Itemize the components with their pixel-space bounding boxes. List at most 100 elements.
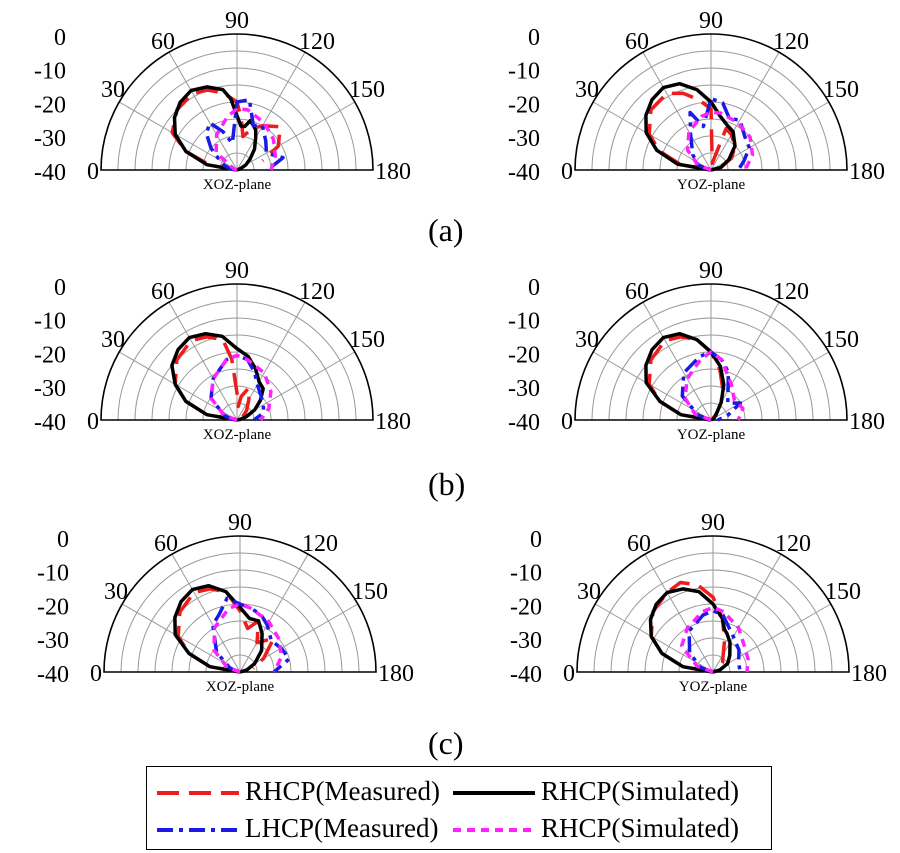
grid-spoke xyxy=(171,553,241,673)
plot-frame xyxy=(576,535,850,673)
angle-tick-label: 30 xyxy=(575,327,599,353)
polar-plot-1: 0 -10 -20 -30 -40 0 30 60 90 120 150 180 XOZ-plane xyxy=(34,8,411,193)
grid-spoke xyxy=(642,301,712,421)
plane-label: YOZ-plane xyxy=(679,679,748,695)
angle-tick-label: 150 xyxy=(349,327,385,353)
grid-spoke xyxy=(239,553,309,673)
series-rhcp-simulated-line xyxy=(173,583,264,674)
radial-tick-label: -20 xyxy=(510,594,542,620)
legend-label-lhcp-measured: LHCP(Measured) xyxy=(245,813,439,843)
radial-tick-label: -10 xyxy=(34,309,66,335)
series-rhcp-simulated-line xyxy=(644,331,726,422)
angle-tick-label: 90 xyxy=(699,8,723,34)
angle-tick-label: 60 xyxy=(154,531,178,557)
radial-tick-label: -20 xyxy=(37,594,69,620)
series-rhcp-simulated-line xyxy=(683,350,745,422)
angle-tick-label: 0 xyxy=(90,661,102,687)
polar-plot-6: 0 -10 -20 -30 -40 0 30 60 90 120 150 180 YOZ-plane xyxy=(510,510,887,695)
radial-tick-label: -40 xyxy=(508,160,540,186)
radial-tick-label: 0 xyxy=(54,25,66,51)
legend-swatch-rhcp-simulated xyxy=(453,791,535,795)
series-lhcp-measured-line xyxy=(687,609,742,674)
angle-tick-label: 150 xyxy=(823,327,859,353)
angle-tick-label: 120 xyxy=(302,531,338,557)
polar-plot-3: 0 -10 -20 -30 -40 0 30 60 90 120 150 180 XOZ-plane xyxy=(34,258,411,443)
grid-spoke xyxy=(236,101,356,171)
series-lhcp-measured-line xyxy=(204,97,285,172)
radial-tick-label: 0 xyxy=(54,275,66,301)
angle-tick-label: 150 xyxy=(823,77,859,103)
polar-plot-5: 0 -10 -20 -30 -40 0 30 60 90 120 150 180 XOZ-plane xyxy=(37,510,414,695)
angle-tick-label: 90 xyxy=(225,8,249,34)
grid-spoke xyxy=(710,351,830,421)
series-rhcp-simulated-line xyxy=(172,85,258,172)
grid-spoke xyxy=(712,603,832,673)
angle-tick-label: 120 xyxy=(299,29,335,55)
angle-tick-label: 30 xyxy=(101,77,125,103)
series-rhcp-measured-line xyxy=(170,88,283,172)
angle-tick-label: 180 xyxy=(849,409,885,435)
radial-tick-label: -40 xyxy=(508,410,540,436)
angle-tick-label: 180 xyxy=(375,159,411,185)
angle-tick-label: 150 xyxy=(825,579,861,605)
angle-tick-label: 180 xyxy=(378,661,414,687)
angle-tick-label: 120 xyxy=(773,279,809,305)
panel-label-c: (c) xyxy=(428,725,464,761)
angle-tick-label: 60 xyxy=(151,279,175,305)
plane-label: XOZ-plane xyxy=(203,177,272,193)
grid-spoke xyxy=(168,51,238,171)
legend-swatch-rhcp-measured xyxy=(157,791,239,795)
angle-tick-label: 60 xyxy=(627,531,651,557)
radial-tick-label: 0 xyxy=(530,527,542,553)
series-rhcp-simulated-line xyxy=(679,605,750,674)
grid-spoke xyxy=(168,301,238,421)
polar-plot-2: 0 -10 -20 -30 -40 0 30 60 90 120 150 180 YOZ-plane xyxy=(508,8,885,193)
radial-tick-label: -20 xyxy=(508,342,540,368)
radial-tick-label: -30 xyxy=(34,376,66,402)
radial-tick-label: -40 xyxy=(34,160,66,186)
plane-label: YOZ-plane xyxy=(677,427,746,443)
radial-tick-label: -20 xyxy=(34,92,66,118)
plane-label: XOZ-plane xyxy=(203,427,272,443)
radial-tick-label: -40 xyxy=(510,662,542,688)
radial-tick-label: -20 xyxy=(508,92,540,118)
radial-tick-label: 0 xyxy=(528,275,540,301)
angle-tick-label: 0 xyxy=(87,409,99,435)
radial-tick-label: -40 xyxy=(37,662,69,688)
series-rhcp-simulated-line xyxy=(648,587,732,674)
angle-tick-label: 150 xyxy=(349,77,385,103)
angle-tick-label: 30 xyxy=(104,579,128,605)
radial-tick-label: -30 xyxy=(37,628,69,654)
plane-label: YOZ-plane xyxy=(677,177,746,193)
radial-tick-label: -40 xyxy=(34,410,66,436)
grid-spoke xyxy=(710,51,780,171)
radial-tick-label: -20 xyxy=(34,342,66,368)
angle-tick-label: 60 xyxy=(625,279,649,305)
series-lhcp-measured-line xyxy=(688,96,752,172)
angle-tick-label: 180 xyxy=(375,409,411,435)
radial-tick-label: 0 xyxy=(57,527,69,553)
legend-label-rhcp-measured: RHCP(Measured) xyxy=(245,776,440,806)
angle-tick-label: 90 xyxy=(228,510,252,536)
angle-tick-label: 30 xyxy=(575,77,599,103)
grid-spoke xyxy=(236,51,306,171)
radial-tick-label: 0 xyxy=(528,25,540,51)
angle-tick-label: 30 xyxy=(577,579,601,605)
radial-tick-label: -30 xyxy=(34,126,66,152)
series-rhcp-measured-line xyxy=(647,335,725,422)
radial-tick-label: -10 xyxy=(508,309,540,335)
legend-swatch-rhcp-simulated-2 xyxy=(453,828,535,832)
angle-tick-label: 0 xyxy=(87,159,99,185)
radial-tick-label: -10 xyxy=(37,561,69,587)
angle-tick-label: 0 xyxy=(561,409,573,435)
radial-tick-label: -30 xyxy=(508,126,540,152)
series-rhcp-measured-line xyxy=(649,580,727,674)
panel-label-b: (b) xyxy=(428,466,466,502)
angle-tick-label: 90 xyxy=(701,510,725,536)
grid-spoke xyxy=(239,603,359,673)
series-rhcp-simulated-line xyxy=(212,602,284,674)
angle-tick-label: 150 xyxy=(352,579,388,605)
angle-tick-label: 60 xyxy=(151,29,175,55)
radial-tick-label: -10 xyxy=(34,59,66,85)
legend-label-rhcp-simulated-2: RHCP(Simulated) xyxy=(541,813,740,843)
